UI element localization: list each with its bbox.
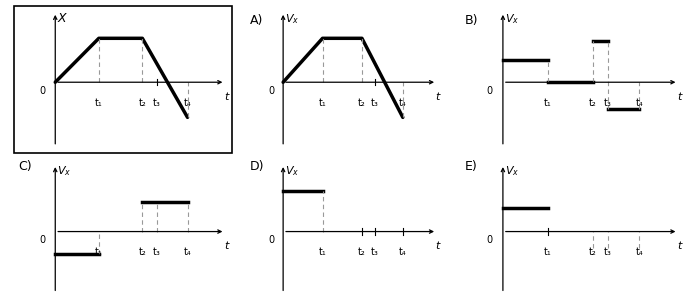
Text: E): E) <box>465 160 477 173</box>
Text: $V_x$: $V_x$ <box>57 164 72 178</box>
Text: 0: 0 <box>268 235 274 245</box>
Text: t₄: t₄ <box>635 98 644 108</box>
Text: t₃: t₃ <box>604 98 612 108</box>
Text: 0: 0 <box>39 86 45 96</box>
Text: t₁: t₁ <box>544 98 552 108</box>
Text: t₂: t₂ <box>358 98 366 108</box>
Text: t₄: t₄ <box>399 247 407 257</box>
Text: t: t <box>224 92 228 102</box>
Text: $V_x$: $V_x$ <box>505 164 520 178</box>
Text: t₃: t₃ <box>371 247 379 257</box>
Text: $V_x$: $V_x$ <box>285 12 300 26</box>
Text: t₁: t₁ <box>95 247 102 257</box>
Text: D): D) <box>250 160 264 173</box>
Text: t₁: t₁ <box>318 247 327 257</box>
Text: t₃: t₃ <box>604 247 612 257</box>
Text: t₂: t₂ <box>138 247 146 257</box>
Text: 0: 0 <box>39 235 45 245</box>
Text: t₄: t₄ <box>399 98 407 108</box>
Text: t₂: t₂ <box>589 98 597 108</box>
Text: t: t <box>224 241 228 251</box>
Text: t₁: t₁ <box>95 98 102 108</box>
Text: 0: 0 <box>268 86 274 96</box>
Text: t₁: t₁ <box>318 98 327 108</box>
Text: 0: 0 <box>486 235 493 245</box>
Text: C): C) <box>18 160 32 173</box>
Text: $V_x$: $V_x$ <box>505 12 520 26</box>
Text: t₂: t₂ <box>138 98 146 108</box>
Text: 0: 0 <box>486 86 493 96</box>
Text: t₂: t₂ <box>589 247 597 257</box>
Text: t₃: t₃ <box>153 98 161 108</box>
Text: B): B) <box>465 14 478 27</box>
Text: t₁: t₁ <box>544 247 552 257</box>
Text: t: t <box>436 92 440 102</box>
Text: t₂: t₂ <box>358 247 366 257</box>
Text: X: X <box>57 12 66 25</box>
Text: t₄: t₄ <box>635 247 644 257</box>
Text: A): A) <box>250 14 263 27</box>
Text: t₃: t₃ <box>371 98 379 108</box>
Text: t: t <box>677 92 682 102</box>
Text: t: t <box>677 241 682 251</box>
Text: t: t <box>436 241 440 251</box>
Text: t₃: t₃ <box>153 247 161 257</box>
Text: t₄: t₄ <box>183 247 192 257</box>
Text: $V_x$: $V_x$ <box>285 164 300 178</box>
Text: t₄: t₄ <box>183 98 192 108</box>
